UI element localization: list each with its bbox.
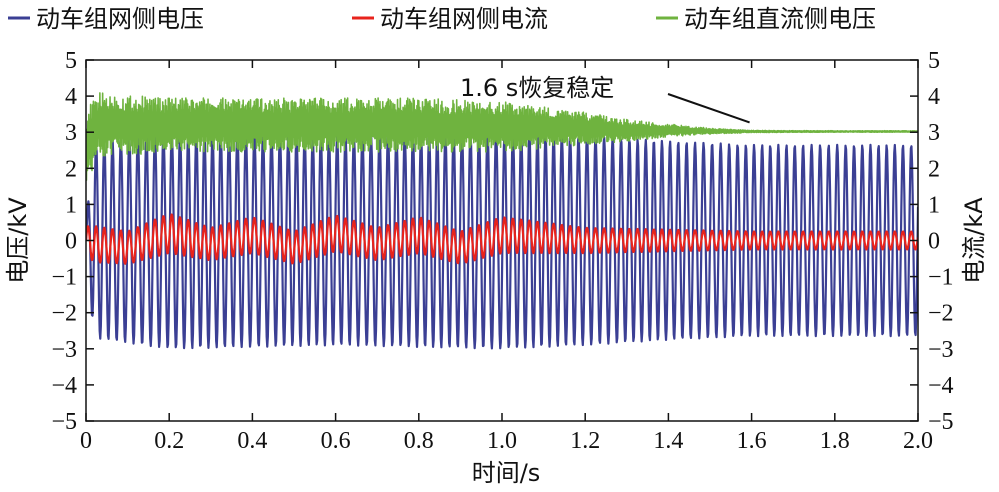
y-tick-label-right: 2 [928, 156, 940, 182]
x-tick-label: 1.8 [820, 428, 850, 454]
axes: 0 0.2 0.4 0.6 0.8 1.0 1.2 1.4 1.6 1.8 2.0 5 4 3 2 1 0 −1 −… [4, 48, 988, 487]
y-tick-label-left: −1 [51, 265, 77, 291]
x-tick-label: 2.0 [903, 428, 933, 454]
x-tick-label: 1.6 [737, 428, 767, 454]
series-line-2 [86, 213, 918, 265]
series-line-3 [86, 92, 918, 181]
x-tick-label: 0.2 [154, 428, 184, 454]
x-tick-label: 1.4 [653, 428, 683, 454]
legend-label-2: 动车组网侧电流 [380, 5, 548, 33]
y-tick-label-left: −5 [51, 409, 77, 435]
x-tick-label: 1.2 [570, 428, 600, 454]
annotation-label: 1.6 s恢复稳定 [460, 74, 614, 102]
x-tick-label: 0.4 [237, 428, 267, 454]
y-tick-label-right: −5 [928, 409, 954, 435]
y-tick-label-left: −2 [51, 301, 77, 327]
y-axis-title-left: 电压/kV [4, 197, 32, 284]
y-tick-label-right: −4 [928, 373, 954, 399]
y-tick-label-left: −3 [51, 337, 77, 363]
y-tick-label-left: 1 [65, 192, 77, 218]
y-tick-label-right: 1 [928, 192, 940, 218]
annotation-leader-line [667, 93, 750, 124]
y-tick-label-right: −2 [928, 301, 954, 327]
plot-area [86, 92, 918, 350]
y-tick-label-left: 0 [65, 229, 77, 255]
y-axis-title-right: 电流/kA [960, 197, 988, 284]
series-line-1 [86, 131, 918, 350]
legend: 动车组网侧电压 动车组网侧电流 动车组直流侧电压 [8, 5, 876, 33]
legend-label-1: 动车组网侧电压 [36, 5, 204, 33]
x-tick-label: 0.6 [321, 428, 351, 454]
y-tick-label-right: −1 [928, 265, 954, 291]
y-tick-label-right: 4 [928, 84, 940, 110]
legend-label-3: 动车组直流侧电压 [684, 5, 876, 33]
y-tick-label-left: 4 [65, 84, 77, 110]
x-tick-label: 1.0 [487, 428, 517, 454]
y-tick-label-right: −3 [928, 337, 954, 363]
annotation: 1.6 s恢复稳定 [460, 74, 750, 124]
y-tick-label-right: 0 [928, 229, 940, 255]
y-tick-label-right: 3 [928, 120, 940, 146]
y-tick-label-left: 2 [65, 156, 77, 182]
x-axis-title: 时间/s [472, 459, 541, 487]
y-tick-label-left: 5 [65, 48, 77, 74]
y-tick-label-left: −4 [51, 373, 77, 399]
y-tick-label-right: 5 [928, 48, 940, 74]
y-tick-label-left: 3 [65, 120, 77, 146]
x-tick-label: 0 [80, 428, 92, 454]
x-tick-label: 0.8 [404, 428, 434, 454]
